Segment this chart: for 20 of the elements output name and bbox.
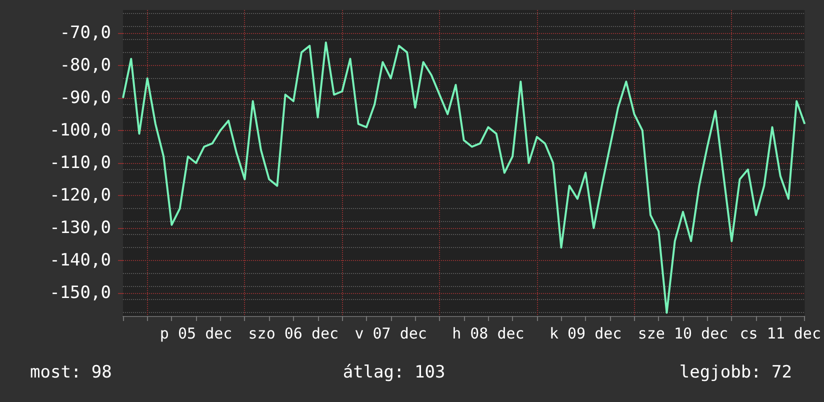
- x-tick-label: sze 10 dec: [638, 324, 728, 342]
- x-tick-label: szo 06 dec: [248, 324, 339, 342]
- y-tick-label: -110,0: [50, 153, 111, 173]
- text: átlag: 103: [342, 362, 446, 382]
- x-tick-label: v 07 dec: [354, 324, 427, 342]
- y-tick-label: -140,0: [50, 250, 111, 271]
- x-tick-label: p 05 dec: [160, 324, 232, 342]
- x-tick-label: h 08 dec: [452, 324, 524, 342]
- x-tick-label: cs 11 dec: [740, 324, 821, 342]
- text: most: 98: [30, 362, 112, 382]
- y-tick-label: -150,0: [50, 283, 111, 304]
- y-tick-label: -130,0: [50, 218, 111, 238]
- text: legjobb: 72: [679, 362, 792, 382]
- y-tick-label: -80,0: [60, 55, 111, 76]
- y-tick-label: -120,0: [50, 186, 111, 206]
- y-tick-label: -70,0: [60, 22, 111, 43]
- x-tick-label: k 09 dec: [549, 324, 622, 342]
- y-tick-label: -90,0: [60, 88, 111, 108]
- line-series: [122, 42, 806, 314]
- y-tick-label: -100,0: [50, 120, 111, 140]
